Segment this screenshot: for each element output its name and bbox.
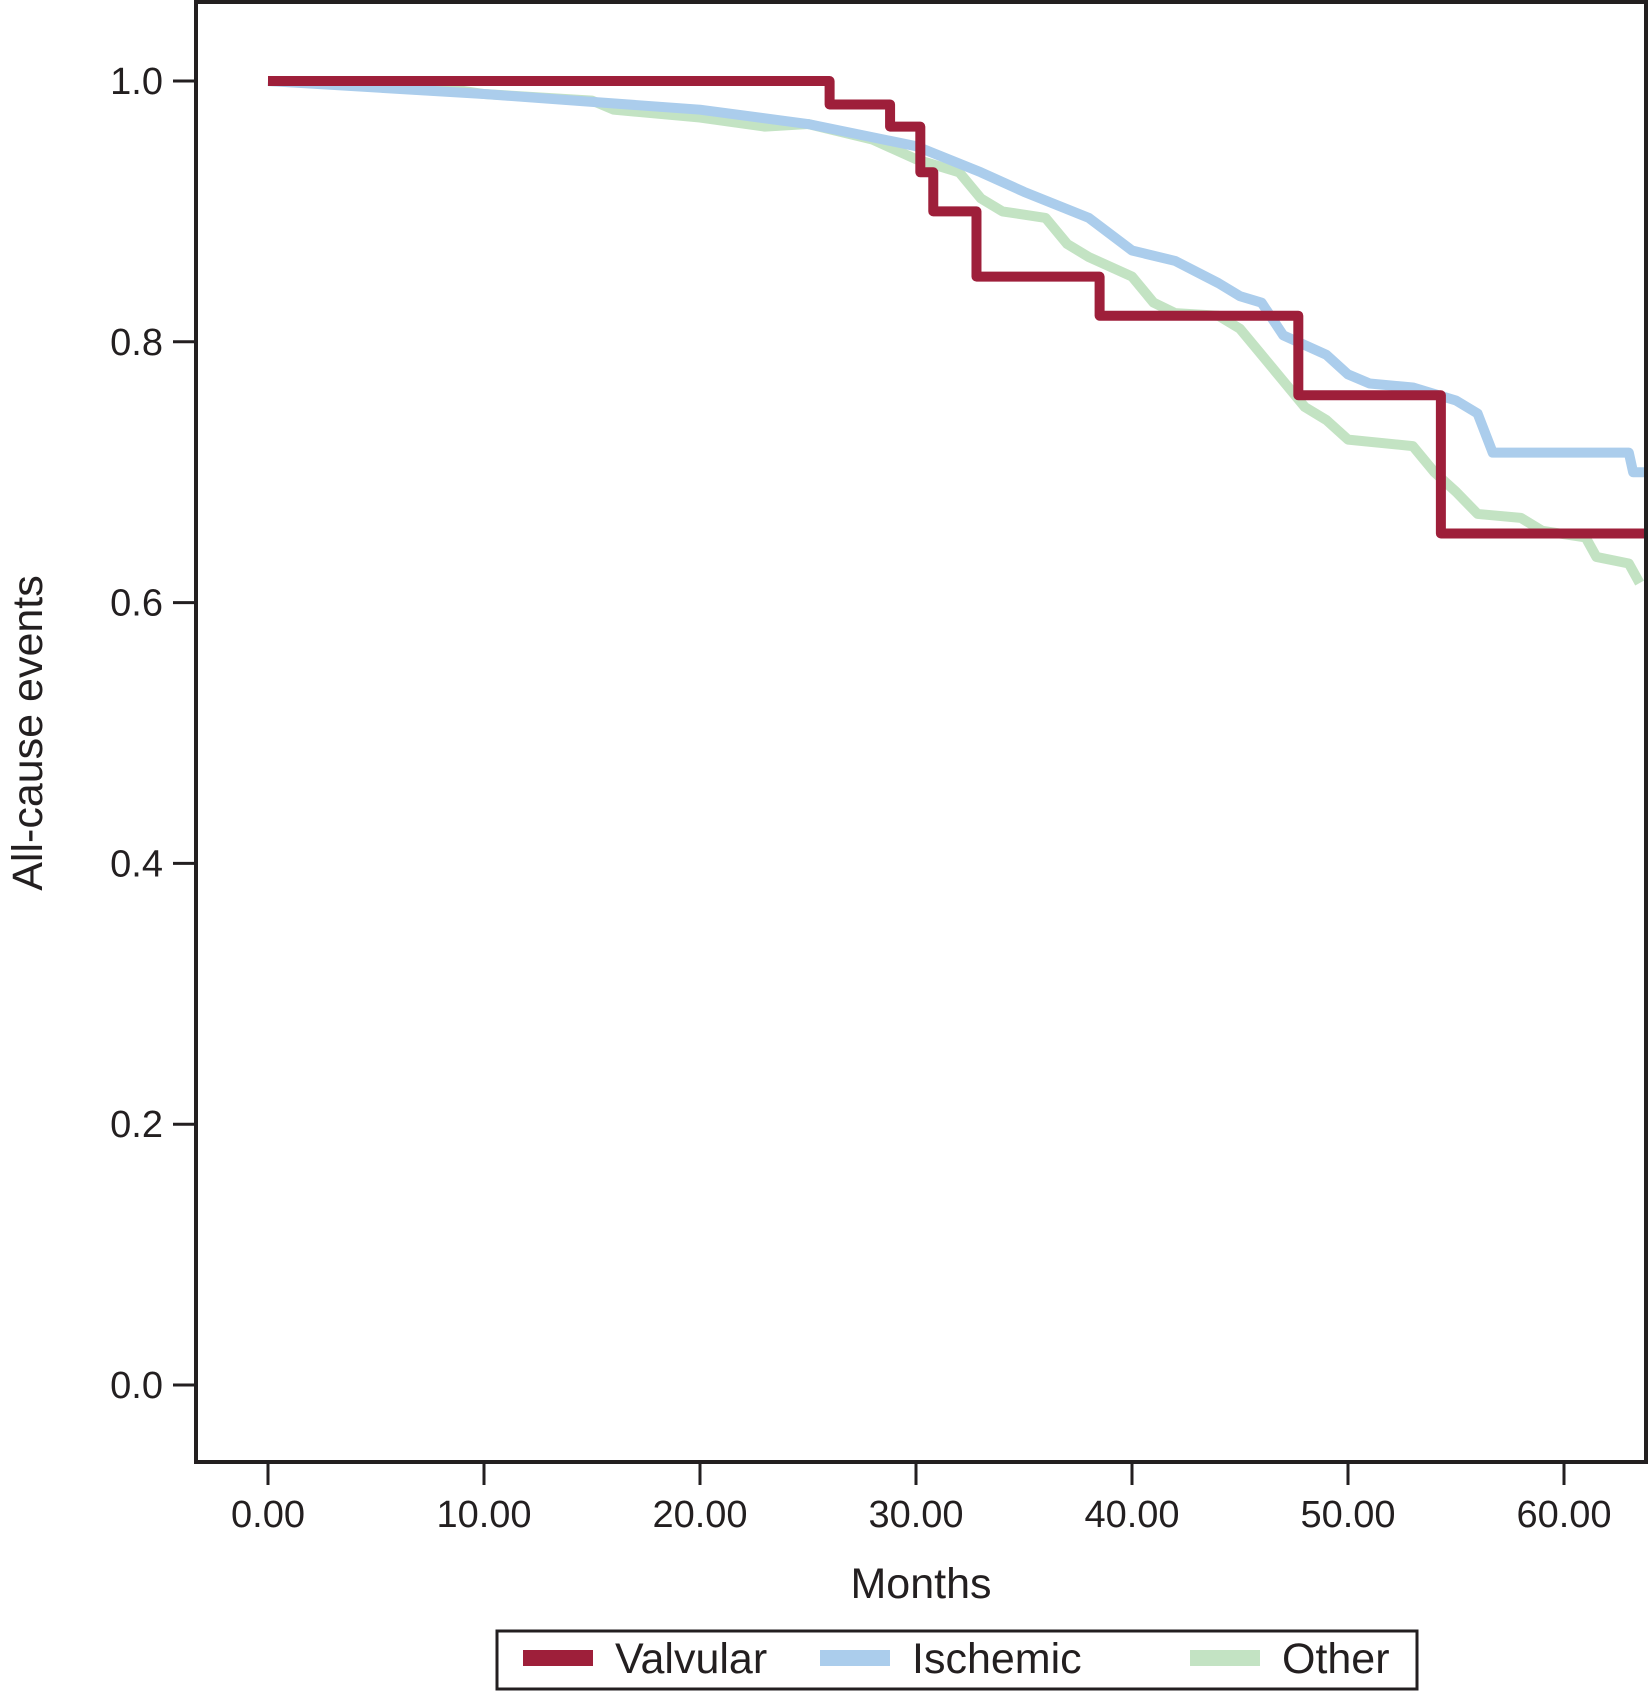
y-axis: 0.0 0.2 0.4 0.6 0.8 1.0: [110, 61, 196, 1407]
legend-box: [495, 1629, 1419, 1691]
legend-swatch-valvular: [523, 1650, 593, 1666]
y-tick-label: 0.8: [110, 322, 163, 364]
y-tick-label: 0.2: [110, 1104, 163, 1146]
x-axis: 0.00 10.00 20.00 30.00 40.00 50.00 60.00: [231, 1462, 1612, 1536]
y-tick-label: 0.6: [110, 583, 163, 625]
curves: [267, 76, 1647, 586]
y-axis-label: All-cause events: [4, 575, 52, 891]
series-line-other: [267, 76, 1644, 586]
x-axis-label: Months: [850, 1560, 991, 1608]
legend-label: Other: [1282, 1635, 1390, 1683]
y-tick-label: 0.0: [110, 1365, 163, 1407]
y-tick-label: 0.4: [110, 843, 163, 885]
x-tick-label: 40.00: [1084, 1494, 1179, 1536]
x-tick-label: 10.00: [436, 1494, 531, 1536]
legend-swatch-ischemic: [820, 1650, 890, 1666]
plot-frame: [194, 0, 1648, 1464]
legend-label: Ischemic: [912, 1635, 1082, 1683]
series-line-valvular: [268, 76, 1647, 539]
series-line-ischemic: [267, 76, 1647, 478]
y-tick-label: 1.0: [110, 61, 163, 103]
legend: Valvular Ischemic Other: [495, 1629, 1419, 1691]
legend-label: Valvular: [615, 1635, 767, 1683]
x-tick-label: 30.00: [868, 1494, 963, 1536]
x-tick-label: 20.00: [652, 1494, 747, 1536]
legend-swatch-other: [1190, 1650, 1260, 1666]
x-tick-label: 60.00: [1516, 1494, 1611, 1536]
x-tick-label: 0.00: [231, 1494, 305, 1536]
x-tick-label: 50.00: [1300, 1494, 1395, 1536]
